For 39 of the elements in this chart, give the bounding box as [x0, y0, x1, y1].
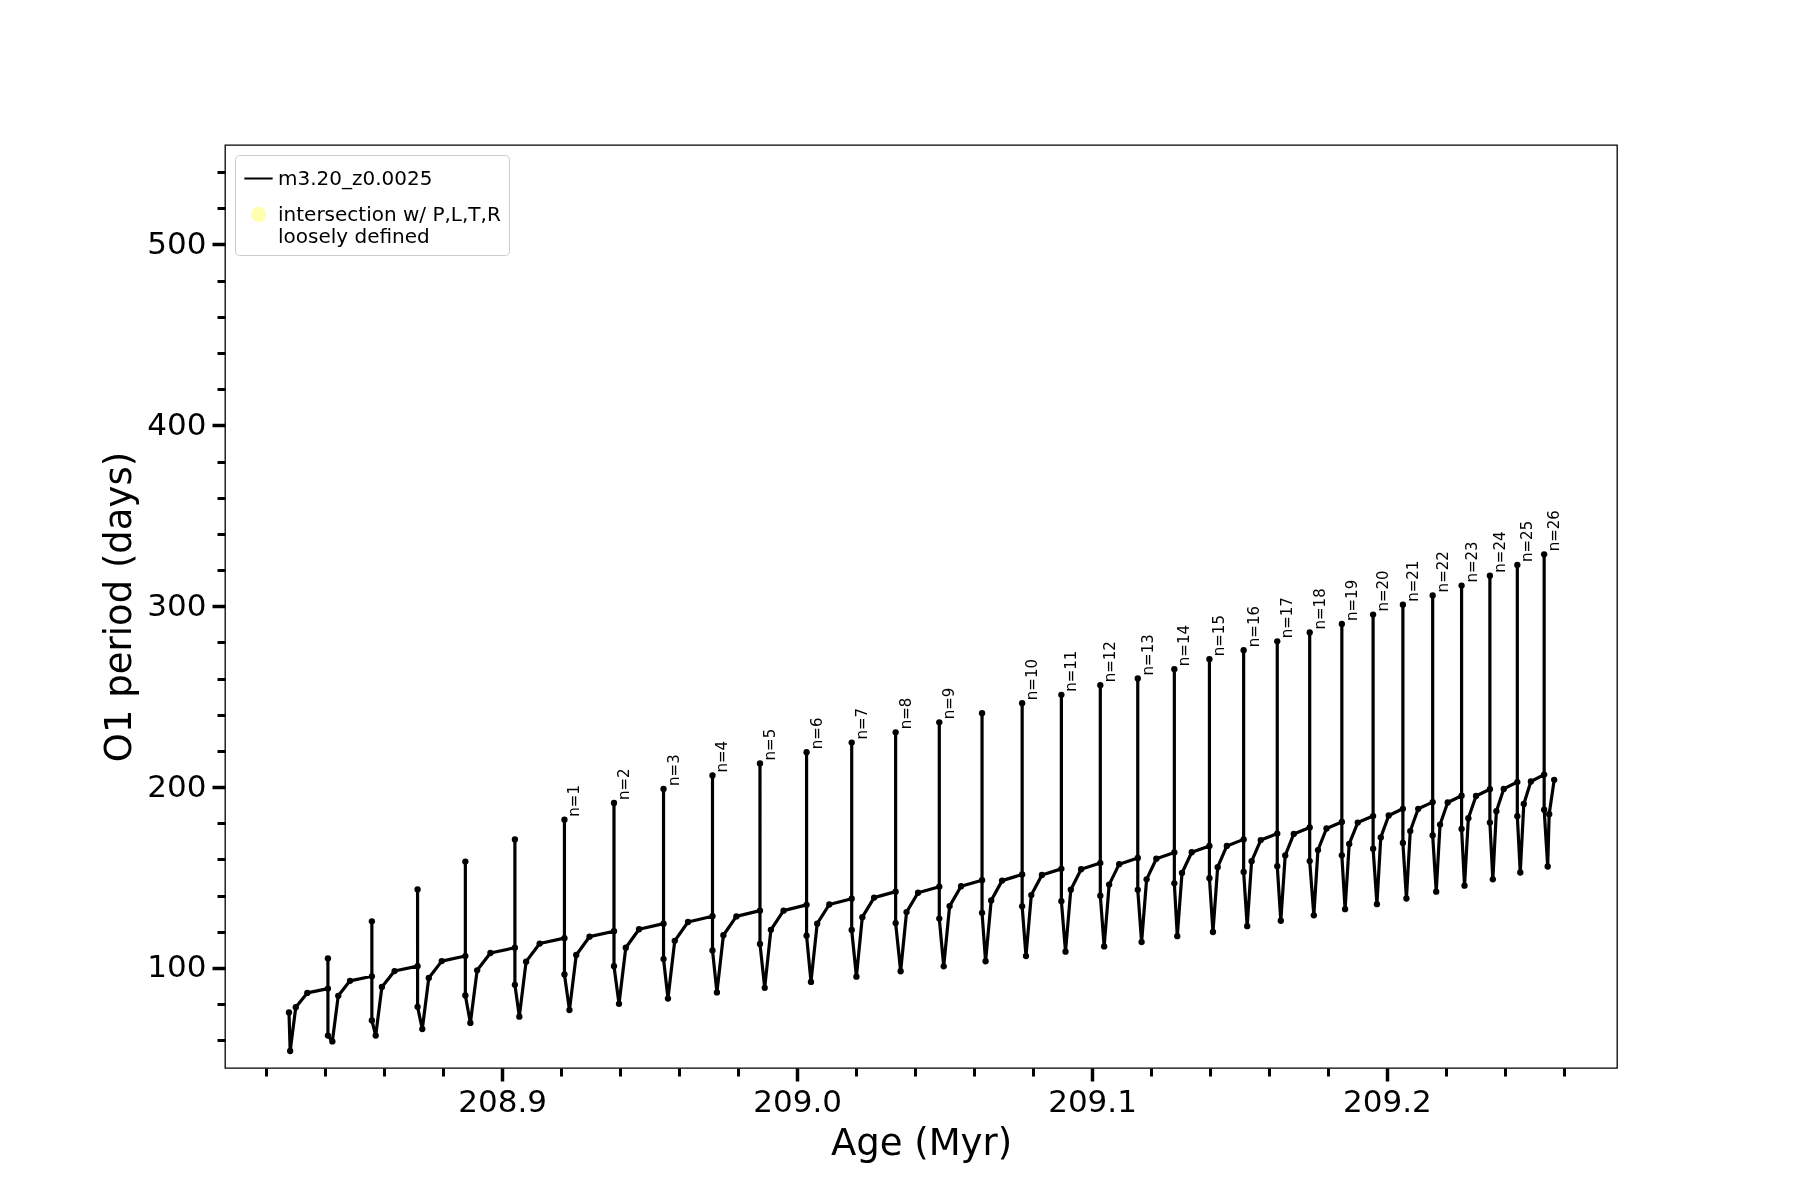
annotation: n=6 [807, 717, 826, 750]
annotation: n=1 [565, 785, 584, 817]
annotation: n=13 [1138, 634, 1157, 676]
y-tick-label: 100 [147, 948, 207, 985]
annotation: n=21 [1403, 560, 1422, 602]
annotation: n=3 [664, 754, 683, 786]
y-tick-label: 500 [147, 224, 207, 261]
annotation: n=17 [1278, 597, 1297, 639]
x-tick-label: 209.0 [753, 1082, 843, 1119]
annotation: n=25 [1518, 520, 1537, 562]
annotation: n=20 [1374, 570, 1393, 612]
y-tick-label: 300 [147, 586, 207, 623]
x-tick-label: 208.9 [458, 1082, 548, 1119]
annotation: n=4 [713, 740, 732, 773]
legend-label: m3.20_z0.0025 [278, 165, 433, 190]
y-tick-label: 200 [147, 767, 207, 804]
annotation: n=9 [940, 687, 959, 720]
annotation: n=16 [1244, 606, 1263, 648]
annotation: n=12 [1101, 641, 1120, 683]
x-tick-label: 209.1 [1048, 1082, 1137, 1119]
annotation: n=24 [1490, 531, 1509, 573]
annotation: n=8 [896, 697, 915, 730]
annotation: n=19 [1342, 579, 1361, 621]
annotation: n=15 [1210, 615, 1229, 657]
x-tick-label: 209.2 [1343, 1082, 1432, 1119]
annotation: n=10 [1023, 659, 1042, 701]
annotation: n=14 [1175, 625, 1194, 667]
x-axis-title: Age (Myr) [830, 1120, 1013, 1164]
annotation: n=5 [760, 728, 779, 761]
annotation: n=23 [1462, 541, 1481, 583]
annotation: n=22 [1433, 551, 1452, 593]
legend-label: intersection w/ P,L,T,R loosely defined [278, 201, 501, 248]
y-tick-label: 400 [147, 405, 207, 442]
annotation: n=18 [1310, 588, 1329, 630]
y-axis-title: O1 period (days) [97, 451, 141, 763]
annotation: n=26 [1545, 510, 1564, 552]
annotation: n=11 [1062, 650, 1081, 692]
annotation: n=2 [614, 768, 633, 801]
annotation: n=7 [852, 707, 871, 740]
